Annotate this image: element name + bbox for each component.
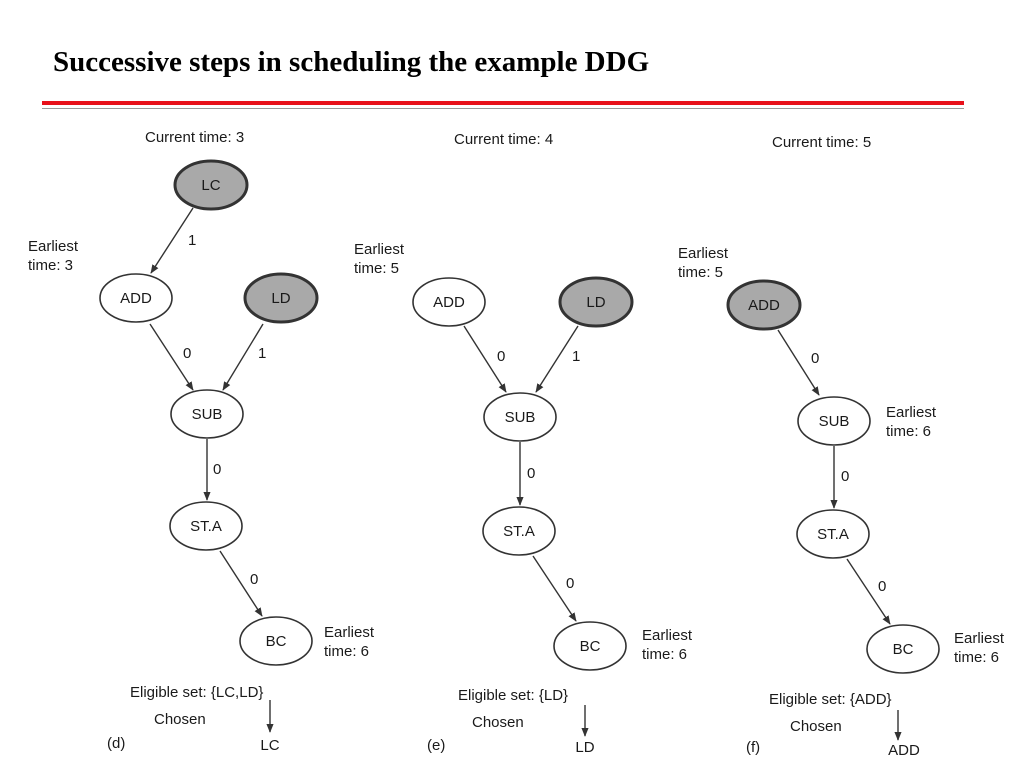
node-add: ADD <box>726 279 802 331</box>
edge-weight: 0 <box>811 350 819 367</box>
node-add: ADD <box>412 277 486 327</box>
edge-weight: 1 <box>188 232 196 249</box>
edge-weight: 0 <box>566 575 574 592</box>
edge-sta-bc <box>532 555 577 622</box>
node-add: ADD <box>99 273 173 323</box>
earliest-time-label: Earliest <box>354 241 405 258</box>
title-underline-gray <box>42 108 964 109</box>
eligible-set: Eligible set: {LC,LD} <box>130 684 263 701</box>
node-label: SUB <box>819 413 850 430</box>
panel-tag: (e) <box>427 737 445 754</box>
edge-add-sub <box>149 323 194 391</box>
node-label: LD <box>586 294 605 311</box>
node-bc: BC <box>239 616 313 666</box>
panel-d: Current time: 3 1 0 1 0 0 LC ADD LD SUB <box>28 129 375 754</box>
edge-weight: 0 <box>213 461 221 478</box>
node-label: LD <box>271 290 290 307</box>
edge-sta-bc <box>846 558 891 625</box>
current-time-label: Current time: 4 <box>454 131 553 148</box>
node-ld: LD <box>243 272 319 324</box>
panel-f: Current time: 5 0 0 0 ADD SUB ST.A BC Ea… <box>678 134 1005 759</box>
earliest-time-label: Earliest <box>678 245 729 262</box>
node-label: ADD <box>433 294 465 311</box>
eligible-set: Eligible set: {LD} <box>458 687 568 704</box>
node-label: ADD <box>748 297 780 314</box>
earliest-time-value: time: 5 <box>678 264 723 281</box>
current-time-label: Current time: 3 <box>145 129 244 146</box>
chosen-value: ADD <box>888 742 920 759</box>
node-sub: SUB <box>797 396 871 446</box>
chosen-label: Chosen <box>472 714 524 731</box>
edge-add-sub <box>463 325 507 393</box>
node-label: ADD <box>120 290 152 307</box>
edge-lc-add <box>150 207 194 274</box>
edge-weight: 0 <box>878 578 886 595</box>
earliest-time-label: Earliest <box>954 630 1005 647</box>
node-label: BC <box>266 633 287 650</box>
node-label: BC <box>893 641 914 658</box>
earliest-time-label: Earliest <box>642 627 693 644</box>
chosen-value: LC <box>260 737 279 754</box>
edge-weight: 0 <box>527 465 535 482</box>
edge-ld-sub <box>222 323 264 391</box>
earliest-time-label: Earliest <box>324 624 375 641</box>
earliest-time-value: time: 6 <box>642 646 687 663</box>
edge-ld-sub <box>535 325 579 393</box>
title-underline-red <box>42 101 964 105</box>
node-label: ST.A <box>190 518 222 535</box>
edge-weight: 1 <box>258 345 266 362</box>
node-label: ST.A <box>817 526 849 543</box>
node-ld: LD <box>558 276 634 328</box>
edge-weight: 0 <box>250 571 258 588</box>
node-label: LC <box>201 177 220 194</box>
edge-weight: 0 <box>183 345 191 362</box>
panel-e: Current time: 4 0 1 0 0 ADD LD SUB ST.A … <box>354 131 693 756</box>
node-label: SUB <box>505 409 536 426</box>
node-sub: SUB <box>170 389 244 439</box>
earliest-time-value: time: 3 <box>28 257 73 274</box>
node-sta: ST.A <box>482 506 556 556</box>
edge-weight: 1 <box>572 348 580 365</box>
slide-title: Successive steps in scheduling the examp… <box>53 46 650 78</box>
earliest-time-value: time: 6 <box>886 423 931 440</box>
node-bc: BC <box>553 621 627 671</box>
edge-add-sub <box>777 329 820 396</box>
earliest-time-label: Earliest <box>886 404 937 421</box>
earliest-time-value: time: 6 <box>324 643 369 660</box>
earliest-time-label: Earliest <box>28 238 79 255</box>
node-bc: BC <box>866 624 940 674</box>
node-sub: SUB <box>483 392 557 442</box>
node-label: SUB <box>192 406 223 423</box>
chosen-value: LD <box>575 739 594 756</box>
node-label: ST.A <box>503 523 535 540</box>
eligible-set: Eligible set: {ADD} <box>769 691 892 708</box>
node-sta: ST.A <box>796 509 870 559</box>
node-sta: ST.A <box>169 501 243 551</box>
edge-weight: 0 <box>497 348 505 365</box>
panel-tag: (f) <box>746 739 760 756</box>
current-time-label: Current time: 5 <box>772 134 871 151</box>
node-label: BC <box>580 638 601 655</box>
earliest-time-value: time: 5 <box>354 260 399 277</box>
panel-tag: (d) <box>107 735 125 752</box>
edge-weight: 0 <box>841 468 849 485</box>
chosen-label: Chosen <box>154 711 206 728</box>
earliest-time-value: time: 6 <box>954 649 999 666</box>
chosen-label: Chosen <box>790 718 842 735</box>
edge-sta-bc <box>219 550 263 617</box>
node-lc: LC <box>173 159 249 211</box>
